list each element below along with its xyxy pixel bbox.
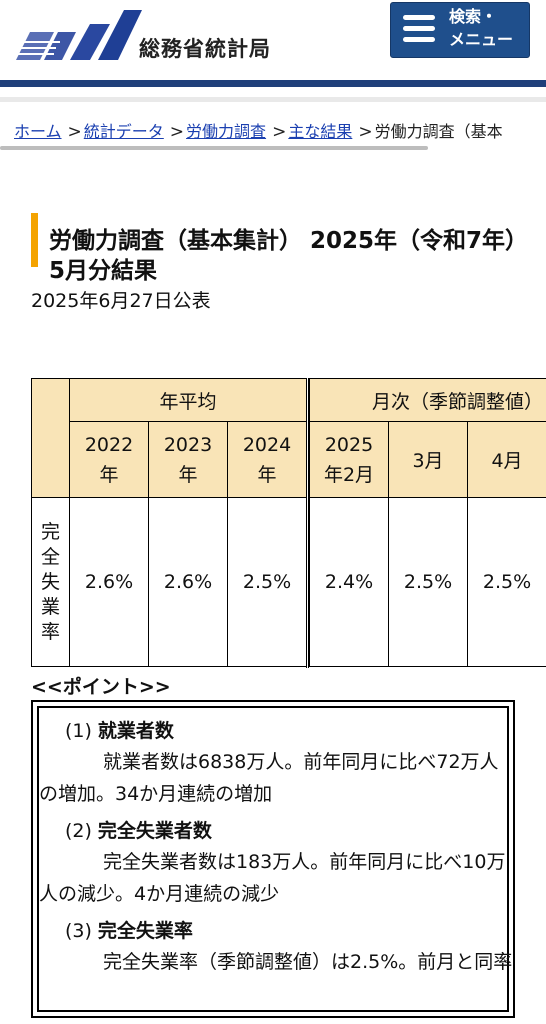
site-header: 総務省統計局 検索・ メニュー <box>0 0 546 88</box>
breadcrumb-top-border <box>0 97 546 102</box>
breadcrumb-main-results[interactable]: 主な結果 <box>288 122 353 141</box>
title-accent-bar <box>31 213 38 267</box>
points-box: (1) 就業者数 就業者数は6838万人。前年同月に比べ72万人の増加。34か月連… <box>31 700 515 1018</box>
search-menu-button[interactable]: 検索・ メニュー <box>390 2 530 58</box>
breadcrumb-current: 労働力調査（基本 <box>374 122 503 141</box>
row-label-unemployment-rate: 完全失業率 <box>31 497 70 667</box>
points-label: <<ポイント>> <box>31 676 171 698</box>
chevron-right-icon: > <box>67 122 82 142</box>
value-2025-feb: 2.4% <box>309 497 389 667</box>
breadcrumb-home[interactable]: ホーム <box>14 122 62 141</box>
group-separator <box>306 378 309 668</box>
header-col-2024: 2024年 <box>227 421 307 498</box>
point-body-3: 完全失業率（季節調整値）は2.5%。前月と同率 <box>103 951 513 973</box>
header-rule <box>0 80 546 87</box>
header-col-mar: 3月 <box>388 421 468 498</box>
chevron-right-icon: > <box>169 122 185 142</box>
header-col-2025-feb: 2025年2月 <box>309 421 389 498</box>
header-monthly-seasonal: 月次（季節調整値） <box>309 378 546 422</box>
value-2022: 2.6% <box>69 497 149 667</box>
page-title: 労働力調査（基本集計） 2025年（令和7年）5月分結果 <box>49 228 529 284</box>
hamburger-icon <box>403 9 439 49</box>
stat-bureau-logo[interactable] <box>14 4 144 62</box>
point-body-2: 完全失業者数は183万人。前年同月に比べ10万人の減少。4か月連続の減少 <box>39 851 506 905</box>
header-col-apr: 4月 <box>467 421 546 498</box>
table-corner-cell <box>31 378 70 498</box>
value-apr: 2.5% <box>467 497 546 667</box>
menu-label: 検索・ メニュー <box>449 7 514 49</box>
header-col-2023: 2023年 <box>148 421 228 498</box>
breadcrumb-scrollbar[interactable] <box>0 146 428 150</box>
point-heading-2: (2) 完全失業者数 <box>65 820 212 842</box>
chevron-right-icon: > <box>358 122 373 142</box>
chevron-right-icon: > <box>272 122 287 142</box>
point-body-1: 就業者数は6838万人。前年同月に比べ72万人の増加。34か月連続の増加 <box>39 751 499 805</box>
breadcrumb-labour-survey[interactable]: 労働力調査 <box>186 122 267 141</box>
publication-date: 2025年6月27日公表 <box>31 290 211 312</box>
unemployment-rate-table: 年平均 月次（季節調整値） 2022年 2023年 2024年 2025年2月 … <box>31 378 546 668</box>
value-2024: 2.5% <box>227 497 307 667</box>
breadcrumb-stat-data[interactable]: 統計データ <box>83 122 164 141</box>
value-2023: 2.6% <box>148 497 228 667</box>
point-heading-3: (3) 完全失業率 <box>65 920 193 942</box>
header-annual-average: 年平均 <box>69 378 307 422</box>
value-mar: 2.5% <box>388 497 468 667</box>
header-col-2022: 2022年 <box>69 421 149 498</box>
breadcrumb: ホーム > 統計データ > 労働力調査 > 主な結果 > 労働力調査（基本 <box>14 118 503 142</box>
org-name[interactable]: 総務省統計局 <box>139 37 271 61</box>
point-heading-1: (1) 就業者数 <box>65 720 174 742</box>
points-inner-frame: (1) 就業者数 就業者数は6838万人。前年同月に比べ72万人の増加。34か月連… <box>37 706 512 1012</box>
